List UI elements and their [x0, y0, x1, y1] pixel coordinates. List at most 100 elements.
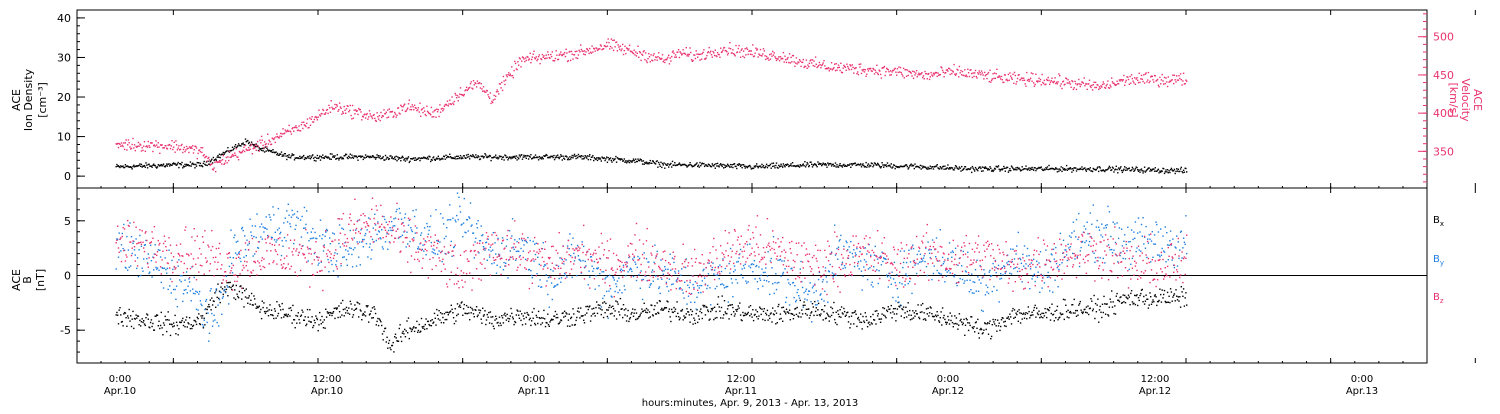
data-point-density [419, 157, 420, 158]
data-point-bx [817, 309, 818, 310]
data-point-velocity [959, 66, 960, 67]
data-point-by [175, 299, 176, 300]
data-point-density [770, 164, 771, 165]
data-point-bx [956, 323, 957, 324]
data-point-density [596, 157, 597, 158]
data-point-by [168, 289, 169, 290]
data-point-by [336, 260, 337, 261]
data-point-velocity [1054, 77, 1055, 78]
data-point-density [812, 166, 813, 167]
data-point-bx [333, 311, 334, 312]
data-point-bx [1073, 312, 1074, 313]
data-point-density [353, 158, 354, 159]
data-point-bx [868, 322, 869, 323]
data-point-velocity [768, 60, 769, 61]
data-point-density [1109, 166, 1110, 167]
data-point-bx [939, 322, 940, 323]
data-point-bx [1022, 318, 1023, 319]
data-point-density [211, 159, 212, 160]
data-point-density [1122, 172, 1123, 173]
data-point-bx [598, 307, 599, 308]
data-point-density [627, 161, 628, 162]
data-point-bx [624, 314, 625, 315]
data-point-by [303, 228, 304, 229]
data-point-velocity [964, 69, 965, 70]
data-point-density [780, 164, 781, 165]
data-point-bx [249, 304, 250, 305]
data-point-velocity [953, 71, 954, 72]
data-point-bx [186, 316, 187, 317]
data-point-velocity [836, 70, 837, 71]
data-point-density [340, 157, 341, 158]
data-point-bx [643, 310, 644, 311]
data-point-velocity [468, 89, 469, 90]
data-point-by [360, 264, 361, 265]
data-point-bx [474, 316, 475, 317]
data-point-density [304, 159, 305, 160]
data-point-density [658, 162, 659, 163]
data-point-by [291, 217, 292, 218]
data-point-density [140, 166, 141, 167]
data-point-bx [1145, 301, 1146, 302]
data-point-velocity [451, 104, 452, 105]
data-point-density [960, 168, 961, 169]
data-point-bx [292, 305, 293, 306]
data-point-bx [1059, 317, 1060, 318]
data-point-bx [917, 304, 918, 305]
data-point-velocity [448, 105, 449, 106]
data-point-density [1167, 169, 1168, 170]
data-point-bx [1095, 303, 1096, 304]
data-point-density [235, 144, 236, 145]
data-point-velocity [337, 111, 338, 112]
data-point-velocity [893, 70, 894, 71]
data-point-by [151, 276, 152, 277]
data-point-bx [618, 311, 619, 312]
data-point-by [282, 246, 283, 247]
data-point-density [1121, 170, 1122, 171]
data-point-by [218, 325, 219, 326]
data-point-bx [814, 301, 815, 302]
data-point-bx [996, 331, 997, 332]
data-point-velocity [732, 49, 733, 50]
data-point-velocity [973, 72, 974, 73]
data-point-density [1090, 167, 1091, 168]
data-point-bx [696, 313, 697, 314]
data-point-by [373, 227, 374, 228]
data-point-bx [522, 324, 523, 325]
data-point-bx [133, 328, 134, 329]
data-point-bx [949, 323, 950, 324]
data-point-bx [885, 317, 886, 318]
data-point-velocity [124, 149, 125, 150]
data-point-density [754, 166, 755, 167]
data-point-by [321, 238, 322, 239]
data-point-bx [614, 310, 615, 311]
data-point-bx [725, 311, 726, 312]
data-point-velocity [343, 113, 344, 114]
data-point-velocity [1000, 78, 1001, 79]
data-point-velocity [983, 78, 984, 79]
data-point-velocity [565, 56, 566, 57]
data-point-velocity [995, 78, 996, 79]
data-point-bx [207, 306, 208, 307]
data-point-by [130, 265, 131, 266]
data-point-bx [937, 315, 938, 316]
data-point-velocity [635, 51, 636, 52]
data-point-density [1016, 169, 1017, 170]
data-point-density [385, 155, 386, 156]
data-point-bx [706, 307, 707, 308]
data-point-bx [477, 316, 478, 317]
data-point-bx [503, 322, 504, 323]
data-point-bx [670, 316, 671, 317]
data-point-density [317, 155, 318, 156]
data-point-density [849, 163, 850, 164]
data-point-bx [887, 311, 888, 312]
data-point-bx [631, 313, 632, 314]
data-point-by [245, 249, 246, 250]
data-point-bx [1028, 306, 1029, 307]
data-point-bx [246, 297, 247, 298]
data-point-velocity [513, 77, 514, 78]
data-point-bx [1120, 296, 1121, 297]
data-point-velocity [1141, 75, 1142, 76]
data-point-bx [566, 313, 567, 314]
data-point-density [539, 156, 540, 157]
